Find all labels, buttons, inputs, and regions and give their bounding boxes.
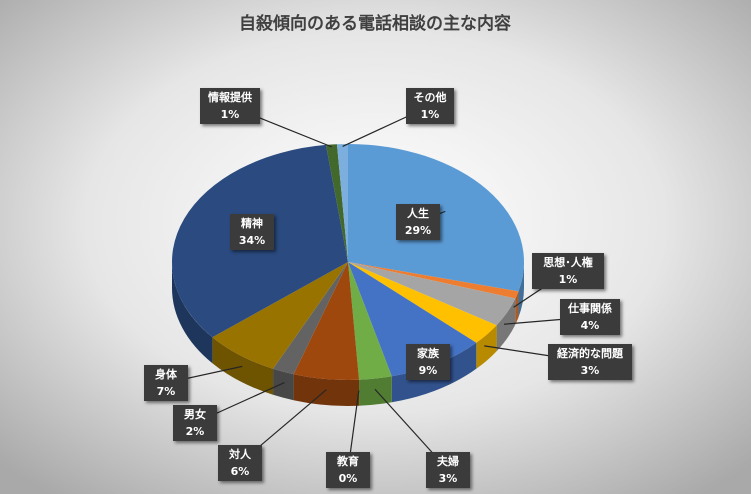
slice [348,262,516,326]
label-box [396,204,440,240]
label-category: 仕事関係 [567,301,612,315]
data-label: 1% [221,108,240,121]
data-label: 6% [231,465,250,478]
slice-side [496,298,516,352]
label-box [532,253,604,289]
slice [273,262,348,375]
label-box [406,88,454,124]
slice [348,262,497,343]
label-box [218,445,262,481]
label-category: 教育 [336,454,359,468]
data-label: 1% [421,108,440,121]
label-category: 思想･人権 [543,255,593,269]
data-label: 7% [157,385,176,398]
data-label: 34% [239,234,265,247]
label-box [230,214,274,250]
label-box [406,344,450,380]
label-category: 夫婦 [437,454,459,468]
label-category: 身体 [155,367,178,381]
slice-side [212,337,274,395]
label-category: その他 [414,90,447,104]
chart-title: 自殺傾向のある電話相談の主な内容 [239,13,511,34]
data-label: 4% [581,319,600,332]
label-box [426,452,470,488]
slice [325,144,348,262]
slice [212,262,348,369]
label-box [173,405,217,441]
label-category: 情報提供 [208,90,252,104]
slice [336,144,348,262]
slice-side [172,262,213,364]
label-box [560,299,620,335]
data-label: 9% [419,364,438,377]
label-box [548,344,632,380]
label-box [326,452,370,488]
label-category: 人生 [407,206,429,220]
label-category: 経済的な問題 [557,346,624,360]
data-label: 29% [405,224,431,237]
label-category: 精神 [241,216,263,230]
slice [348,262,392,380]
label-category: 家族 [417,346,440,360]
data-label: 3% [439,472,458,485]
slice-side [515,291,519,325]
data-label: 3% [581,364,600,377]
label-box [144,365,188,401]
data-label: 2% [186,425,205,438]
label-category: 対人 [228,447,252,461]
slice-side [273,368,294,401]
slice [293,262,360,380]
slice [348,262,519,299]
data-label: 0% [339,472,358,485]
data-label: 1% [559,273,578,286]
slice-side [476,325,497,369]
label-category: 男女 [184,407,206,421]
slice-side [359,376,392,406]
label-box [200,88,260,124]
